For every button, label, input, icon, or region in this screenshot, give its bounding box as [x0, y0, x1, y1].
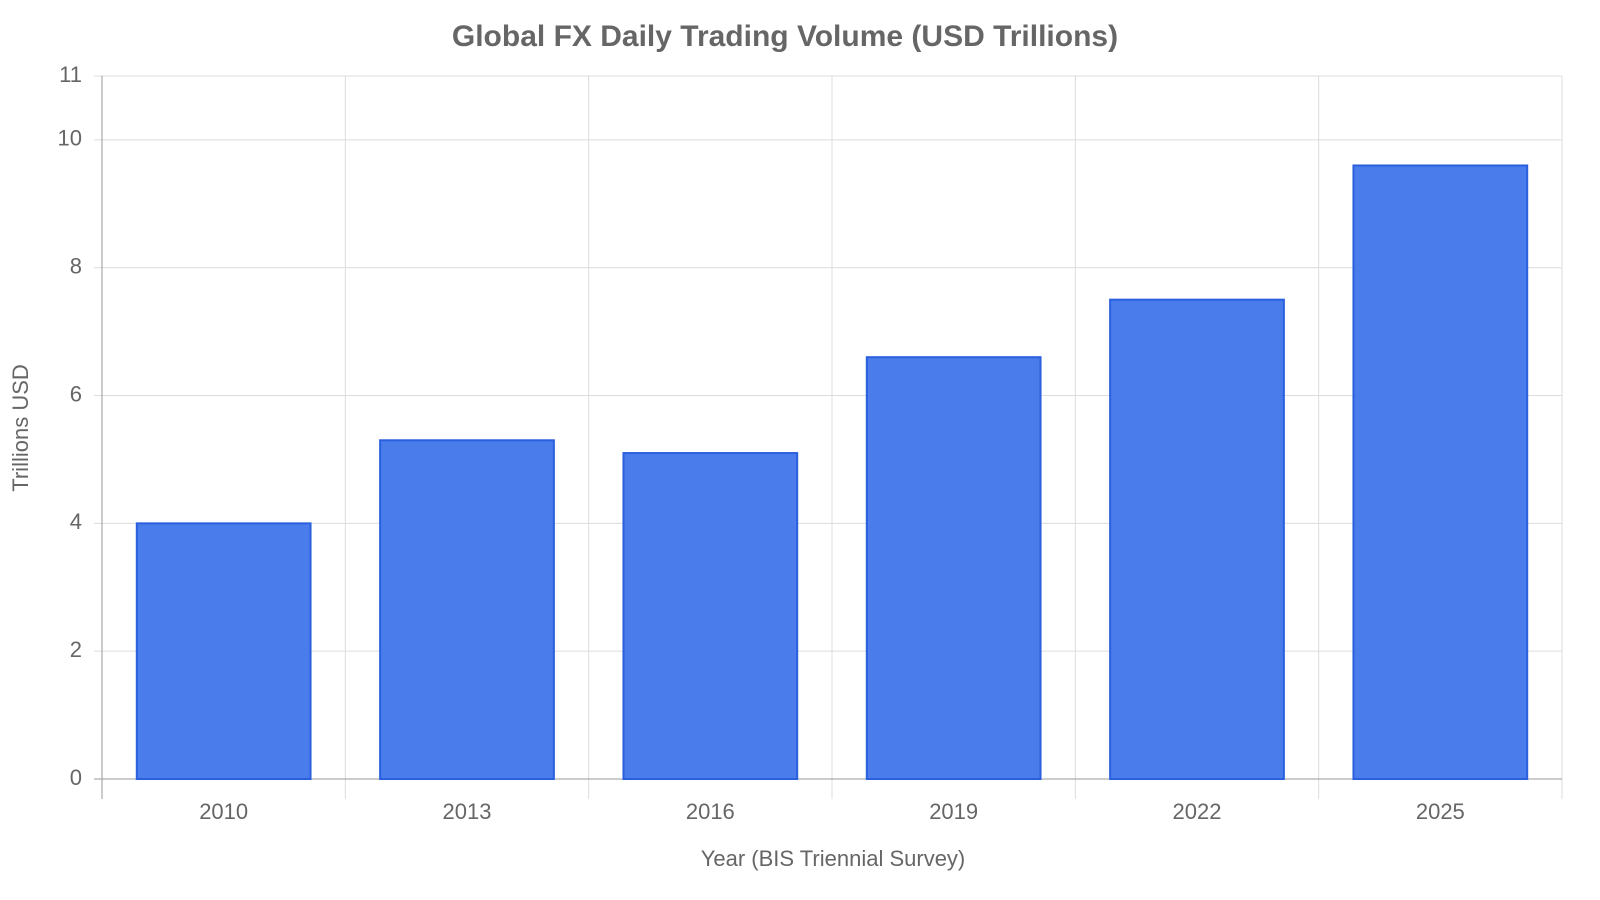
x-tick-label: 2010	[199, 799, 248, 824]
y-tick-label: 0	[70, 765, 82, 790]
y-tick-label: 4	[70, 509, 82, 534]
bar	[865, 356, 1042, 780]
x-tick-label: 2019	[929, 799, 978, 824]
bar	[135, 522, 312, 781]
y-tick-label: 11	[59, 62, 82, 87]
chart-title: Global FX Daily Trading Volume (USD Tril…	[452, 20, 1118, 53]
y-tick-label: 6	[70, 381, 82, 406]
x-tick-label: 2013	[443, 799, 492, 824]
bar	[379, 439, 555, 780]
y-tick-label: 8	[70, 254, 82, 279]
x-tick-label: 2016	[686, 799, 735, 824]
y-axis-title: Trillions USD	[8, 364, 33, 492]
y-tick-label: 10	[58, 126, 82, 151]
x-axis-title: Year (BIS Triennial Survey)	[701, 846, 966, 871]
x-tick-label: 2025	[1416, 799, 1465, 824]
bar	[622, 452, 799, 780]
y-tick-label: 2	[70, 637, 82, 662]
bar	[1109, 298, 1285, 780]
bar	[1352, 164, 1529, 781]
x-tick-label: 2022	[1173, 799, 1222, 824]
